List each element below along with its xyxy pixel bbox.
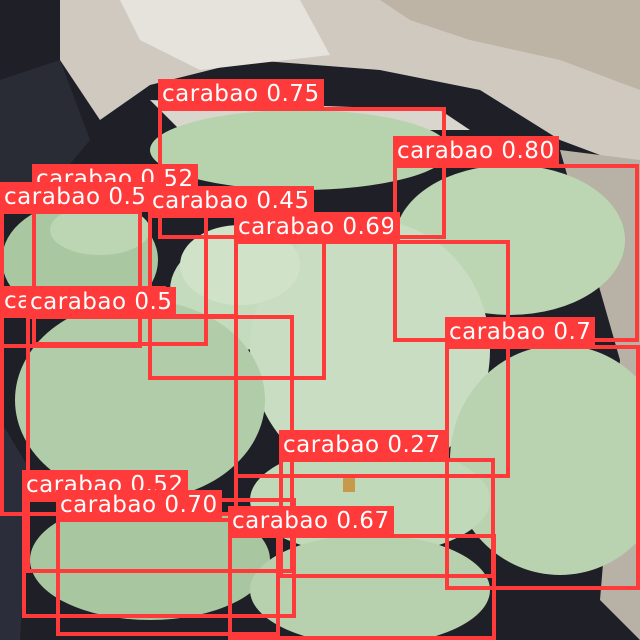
- detection-label: carabao 0.67: [228, 506, 394, 536]
- detection-label: carabao 0.80: [393, 136, 559, 166]
- detection-label: carabao 0.69: [234, 212, 400, 242]
- detection-box: [445, 345, 640, 590]
- detection-label: carabao 0.7: [445, 317, 596, 347]
- detection-box: [56, 518, 280, 636]
- detection-box: [228, 534, 496, 640]
- detection-box: [0, 210, 142, 348]
- detection-label: carabao 0.75: [158, 79, 324, 109]
- detection-label: carabao 0.70: [56, 490, 222, 520]
- detection-box: [393, 164, 639, 342]
- detection-label: carabao 0.5: [26, 287, 177, 317]
- detection-label: carabao 0.27: [279, 430, 445, 460]
- detection-label: carabao 0.45: [148, 186, 314, 216]
- detection-label: carabao 0.59: [0, 182, 166, 212]
